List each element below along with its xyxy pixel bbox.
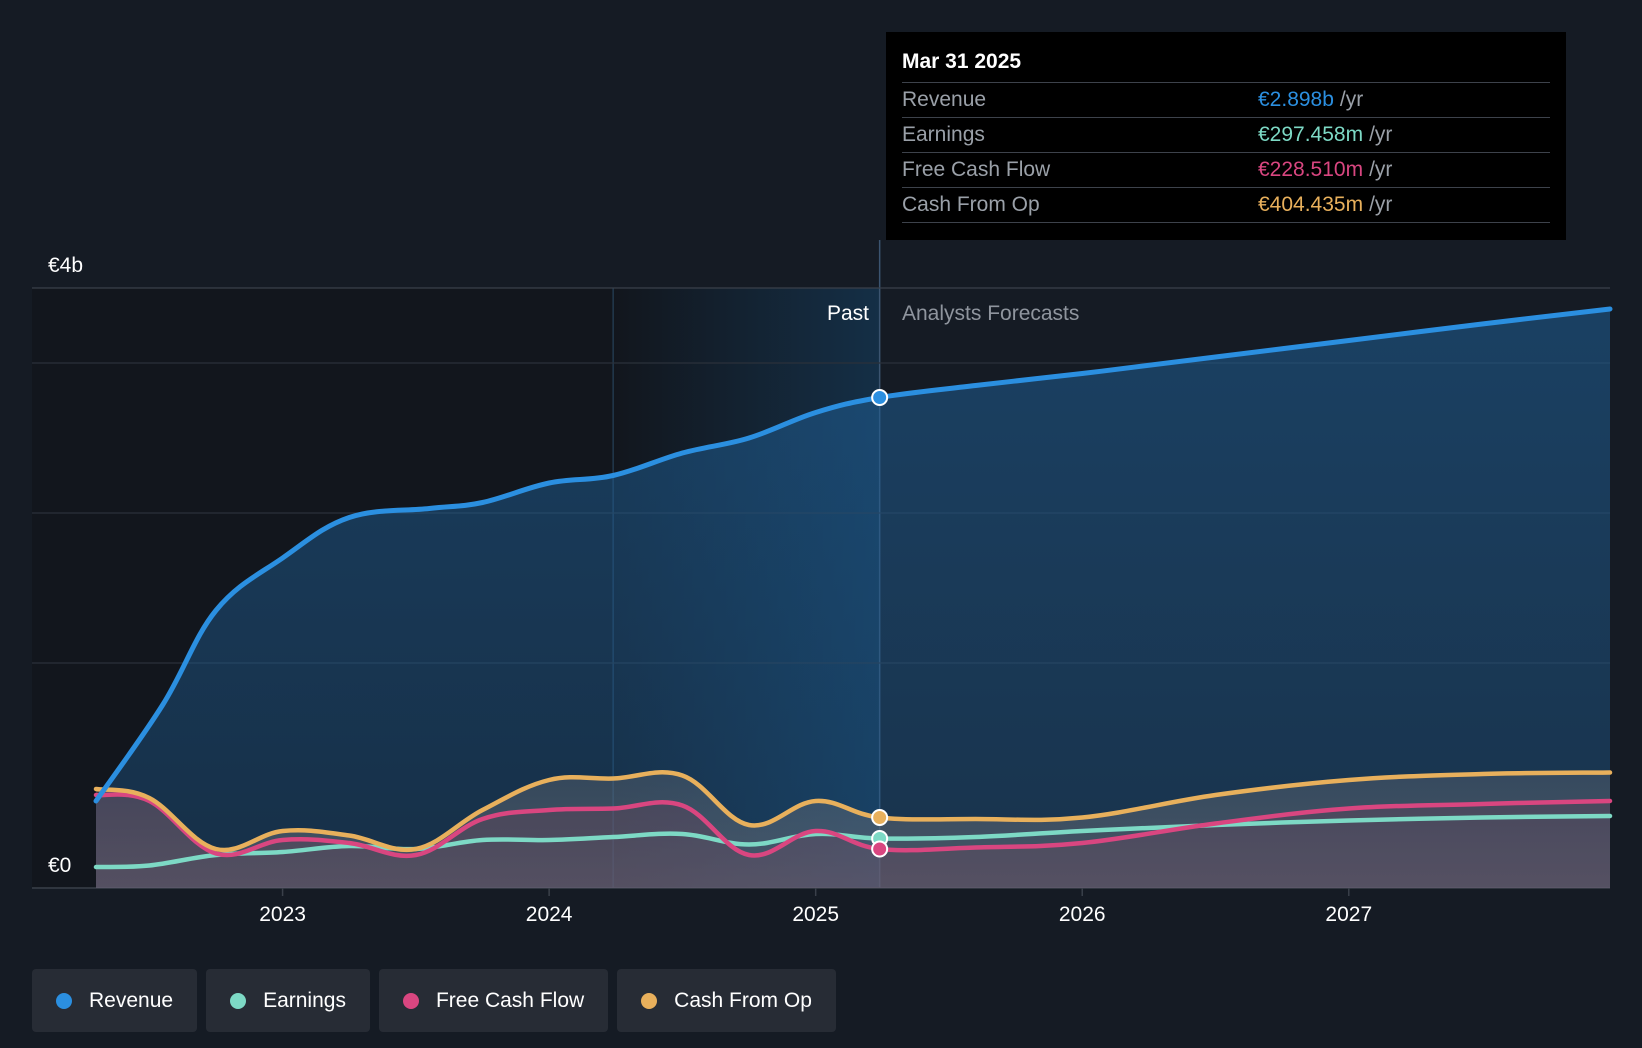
- tooltip-row: Revenue €2.898b/yr: [902, 82, 1550, 117]
- x-tick-label: 2027: [1325, 903, 1372, 926]
- tooltip-row-value: €297.458m: [1258, 123, 1363, 147]
- legend-item-revenue[interactable]: Revenue: [32, 969, 197, 1032]
- legend-label: Cash From Op: [674, 989, 812, 1013]
- tooltip-row-value: €228.510m: [1258, 158, 1363, 182]
- tooltip-row-label: Revenue: [902, 88, 1258, 112]
- legend-item-free-cash-flow[interactable]: Free Cash Flow: [379, 969, 608, 1032]
- x-tick-label: 2026: [1059, 903, 1106, 926]
- x-tick-label: 2023: [259, 903, 306, 926]
- y-axis-zero-label: €0: [48, 854, 71, 877]
- forecast-label: Analysts Forecasts: [902, 302, 1079, 325]
- legend-label: Free Cash Flow: [436, 989, 584, 1013]
- legend-label: Earnings: [263, 989, 346, 1013]
- tooltip-row: Cash From Op €404.435m/yr: [902, 187, 1550, 223]
- legend: Revenue Earnings Free Cash Flow Cash From O…: [32, 969, 836, 1032]
- tooltip-row-value: €2.898b: [1258, 88, 1334, 112]
- free-cash-flow-marker: [872, 842, 887, 857]
- legend-item-cash-from-op[interactable]: Cash From Op: [617, 969, 836, 1032]
- tooltip-row-label: Cash From Op: [902, 193, 1258, 217]
- legend-dot-icon: [403, 993, 419, 1009]
- tooltip-row-unit: /yr: [1369, 123, 1392, 147]
- tooltip-row-unit: /yr: [1369, 158, 1392, 182]
- legend-dot-icon: [56, 993, 72, 1009]
- cash-from-op-marker: [872, 810, 887, 825]
- y-axis-top-label: €4b: [48, 254, 83, 277]
- legend-dot-icon: [641, 993, 657, 1009]
- revenue-marker: [872, 390, 887, 405]
- past-label: Past: [827, 302, 869, 325]
- tooltip-row: Earnings €297.458m/yr: [902, 117, 1550, 152]
- x-tick-label: 2025: [792, 903, 839, 926]
- tooltip: Mar 31 2025 Revenue €2.898b/yr Earnings €29…: [886, 32, 1566, 240]
- tooltip-date: Mar 31 2025: [902, 46, 1550, 82]
- tooltip-row-unit: /yr: [1369, 193, 1392, 217]
- tooltip-row-unit: /yr: [1340, 88, 1363, 112]
- x-tick-label: 2024: [526, 903, 573, 926]
- legend-item-earnings[interactable]: Earnings: [206, 969, 370, 1032]
- legend-label: Revenue: [89, 989, 173, 1013]
- tooltip-row-label: Earnings: [902, 123, 1258, 147]
- tooltip-row-label: Free Cash Flow: [902, 158, 1258, 182]
- legend-dot-icon: [230, 993, 246, 1009]
- tooltip-row: Free Cash Flow €228.510m/yr: [902, 152, 1550, 187]
- tooltip-row-value: €404.435m: [1258, 193, 1363, 217]
